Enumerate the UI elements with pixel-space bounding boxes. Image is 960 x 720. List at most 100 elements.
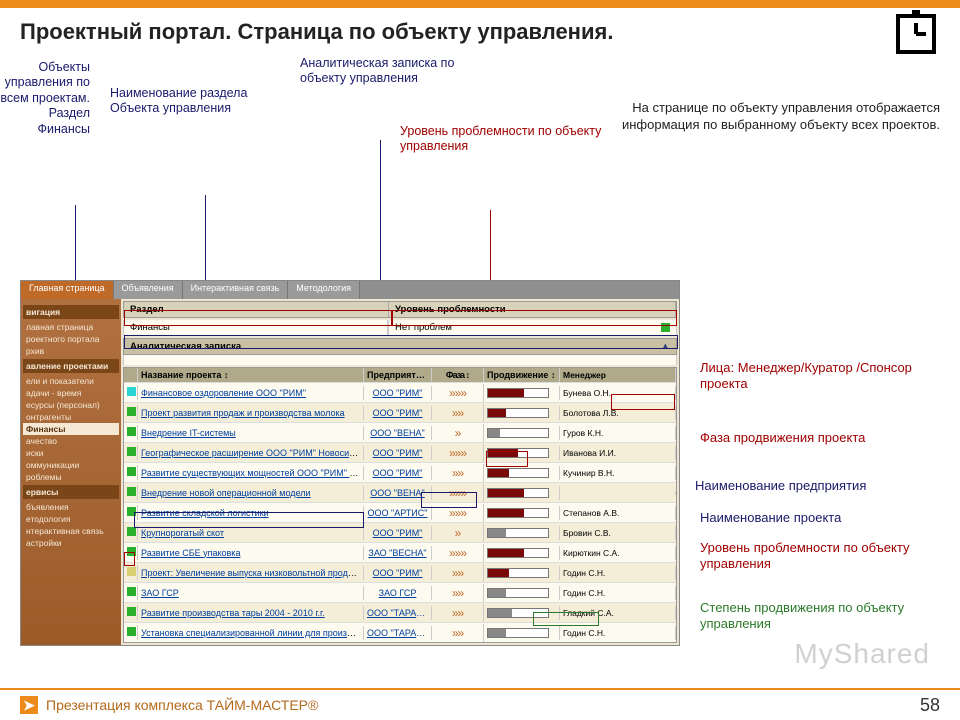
project-link[interactable]: Развитие существующих мощностей ООО "РИМ… bbox=[141, 468, 364, 478]
status-dot-icon bbox=[127, 427, 136, 436]
annotation-project-name: Наименование проекта bbox=[700, 510, 940, 526]
col-progress[interactable]: Продвижение bbox=[487, 370, 548, 380]
project-link[interactable]: Внедрение новой операционной модели bbox=[141, 488, 311, 498]
table-row[interactable]: Внедрение новой операционной модели ООО "… bbox=[124, 482, 676, 502]
project-link[interactable]: Развитие СБЕ упаковка bbox=[141, 548, 240, 558]
enterprise-link[interactable]: ООО "РИМ" bbox=[364, 566, 432, 580]
sidebar-item[interactable]: етодология bbox=[23, 513, 119, 525]
manager-name: Гладкий С.А. bbox=[560, 606, 676, 620]
table-row[interactable]: Проект: Увеличение выпуска низковольтной… bbox=[124, 562, 676, 582]
analytic-note-label: Аналитическая записка bbox=[130, 341, 241, 352]
enterprise-link[interactable]: ЗАО ГСР bbox=[364, 586, 432, 600]
manager-name: Степанов А.В. bbox=[560, 506, 676, 520]
sidebar-item-finance[interactable]: Финансы bbox=[23, 423, 119, 435]
sidebar-item[interactable]: ели и показатели bbox=[23, 375, 119, 387]
progress-bar: 35% bbox=[487, 568, 549, 578]
enterprise-link[interactable]: ООО "ТАРАПАК" bbox=[364, 626, 432, 640]
table-row[interactable]: Развитие существующих мощностей ООО "РИМ… bbox=[124, 462, 676, 482]
section-analytic-note[interactable]: Аналитическая записка ▲ bbox=[123, 338, 677, 355]
status-dot-icon bbox=[127, 507, 136, 516]
tab-interactive[interactable]: Интерактивная связь bbox=[183, 281, 289, 299]
phase-icon: »»» bbox=[432, 544, 484, 562]
manager-name: Гуров К.Н. bbox=[560, 426, 676, 440]
manager-name: Годин С.Н. bbox=[560, 626, 676, 640]
project-link[interactable]: Финансовое оздоровление ООО "РИМ" bbox=[141, 388, 306, 398]
project-link[interactable]: ЗАО ГСР bbox=[141, 588, 179, 598]
enterprise-link[interactable]: ООО "РИМ" bbox=[364, 466, 432, 480]
project-link[interactable]: Внедрение IT-системы bbox=[141, 428, 236, 438]
tab-methodology[interactable]: Методология bbox=[288, 281, 360, 299]
progress-bar: 20% bbox=[487, 428, 549, 438]
sidebar-item[interactable]: есурсы (персонал) bbox=[23, 399, 119, 411]
progress-bar: 60% bbox=[487, 488, 549, 498]
project-link[interactable]: Развитие производства тары 2004 - 2010 г… bbox=[141, 608, 325, 618]
sidebar-item[interactable]: роблемы bbox=[23, 471, 119, 483]
annotation-progress-level: Степень продвижения по объекту управлени… bbox=[700, 600, 950, 633]
enterprise-link[interactable]: ЗАО "ВЕСНА" bbox=[364, 546, 432, 560]
progress-bar: 30% bbox=[487, 628, 549, 638]
table-row[interactable]: Развитие СБЕ упаковкаЗАО "ВЕСНА"»»»60%Ки… bbox=[124, 542, 676, 562]
enterprise-link[interactable]: ООО "РИМ" bbox=[364, 446, 432, 460]
manager-name: Бунева О.Н. bbox=[560, 386, 676, 400]
col-manager[interactable]: Менеджер bbox=[560, 368, 676, 382]
sidebar-item[interactable]: лавная страница bbox=[23, 321, 119, 333]
table-row[interactable]: Развитие производства тары 2004 - 2010 г… bbox=[124, 602, 676, 622]
enterprise-link[interactable]: ООО "РИМ" bbox=[364, 386, 432, 400]
annotation-persons: Лица: Менеджер/Куратор /Спонсор проекта bbox=[700, 360, 940, 393]
enterprise-link[interactable]: ООО "РИМ" bbox=[364, 526, 432, 540]
manager-name: Болотова Л.В. bbox=[560, 406, 676, 420]
phase-icon: »» bbox=[432, 404, 484, 422]
sidebar-item[interactable]: оммуникации bbox=[23, 459, 119, 471]
sidebar-item[interactable]: роектного портала bbox=[23, 333, 119, 345]
manager-name: Кучинир В.Н. bbox=[560, 466, 676, 480]
main-panel: Раздел Уровень проблемности Финансы Нет … bbox=[121, 299, 679, 645]
slide-footer: ➤ Презентация комплекса ТАЙМ-МАСТЕР® 58 bbox=[0, 688, 960, 720]
table-row[interactable]: Географическое расширение ООО "РИМ" Ново… bbox=[124, 442, 676, 462]
project-link[interactable]: Географическое расширение ООО "РИМ" Ново… bbox=[141, 448, 364, 458]
tab-announcements[interactable]: Объявления bbox=[114, 281, 183, 299]
table-row[interactable]: Установка специализированной линии для п… bbox=[124, 622, 676, 642]
table-row[interactable]: Внедрение IT-системыООО "ВЕНА"»20%Гуров … bbox=[124, 422, 676, 442]
project-link[interactable]: Развитие складской логистики bbox=[141, 508, 269, 518]
table-row[interactable]: Крупнорогатый скотООО "РИМ"»30%Бровин С.… bbox=[124, 522, 676, 542]
sidebar-item[interactable]: онтрагенты bbox=[23, 411, 119, 423]
table-row[interactable]: ЗАО ГСРЗАО ГСР»»30%Годин С.Н. bbox=[124, 582, 676, 602]
table-row[interactable]: Развитие складской логистикиООО "АРТИС"»… bbox=[124, 502, 676, 522]
phase-icon: »» bbox=[432, 604, 484, 622]
enterprise-link[interactable]: ООО "ТАРАПАК" bbox=[364, 606, 432, 620]
header-col-level: Уровень проблемности bbox=[389, 302, 676, 317]
table-row[interactable]: Проект развития продаж и производства мо… bbox=[124, 402, 676, 422]
table-row[interactable]: Финансовое оздоровление ООО "РИМ" ООО "РИ… bbox=[124, 382, 676, 402]
progress-bar: 30% bbox=[487, 588, 549, 598]
col-name[interactable]: Название проекта bbox=[141, 370, 221, 380]
value-section: Финансы bbox=[123, 320, 388, 336]
enterprise-link[interactable]: ООО "ВЕНА" bbox=[364, 426, 432, 440]
sidebar-group-services: ервисы bbox=[23, 485, 119, 499]
enterprise-link[interactable]: ООО "РИМ" bbox=[364, 406, 432, 420]
sidebar-item[interactable]: ачество bbox=[23, 435, 119, 447]
sidebar-item[interactable]: иски bbox=[23, 447, 119, 459]
enterprise-link[interactable]: ООО "АРТИС" bbox=[364, 506, 432, 520]
status-dot-icon bbox=[127, 547, 136, 556]
sidebar-item[interactable]: рхив bbox=[23, 345, 119, 357]
project-link[interactable]: Проект: Увеличение выпуска низковольтной… bbox=[141, 568, 364, 578]
col-enterprise[interactable]: Предприятие bbox=[367, 370, 426, 380]
status-dot-icon bbox=[127, 407, 136, 416]
project-link[interactable]: Установка специализированной линии для п… bbox=[141, 628, 364, 638]
sidebar-item[interactable]: нтерактивная связь bbox=[23, 525, 119, 537]
manager-name: Годин С.Н. bbox=[560, 586, 676, 600]
page-number: 58 bbox=[920, 695, 940, 716]
sidebar-item[interactable]: бъявления bbox=[23, 501, 119, 513]
col-phase[interactable]: Фаза bbox=[446, 370, 464, 380]
status-dot-icon bbox=[127, 587, 136, 596]
sidebar-item[interactable]: адачи - время bbox=[23, 387, 119, 399]
tab-home[interactable]: Главная страница bbox=[21, 281, 114, 299]
status-dot-icon bbox=[127, 627, 136, 636]
project-link[interactable]: Проект развития продаж и производства мо… bbox=[141, 408, 345, 418]
sidebar-item[interactable]: астройки bbox=[23, 537, 119, 549]
enterprise-link[interactable]: ООО "ВЕНА" bbox=[364, 486, 432, 500]
phase-icon: »» bbox=[432, 464, 484, 482]
collapse-icon[interactable]: ▲ bbox=[661, 341, 670, 352]
phase-icon: »»» bbox=[432, 384, 484, 402]
project-link[interactable]: Крупнорогатый скот bbox=[141, 528, 224, 538]
